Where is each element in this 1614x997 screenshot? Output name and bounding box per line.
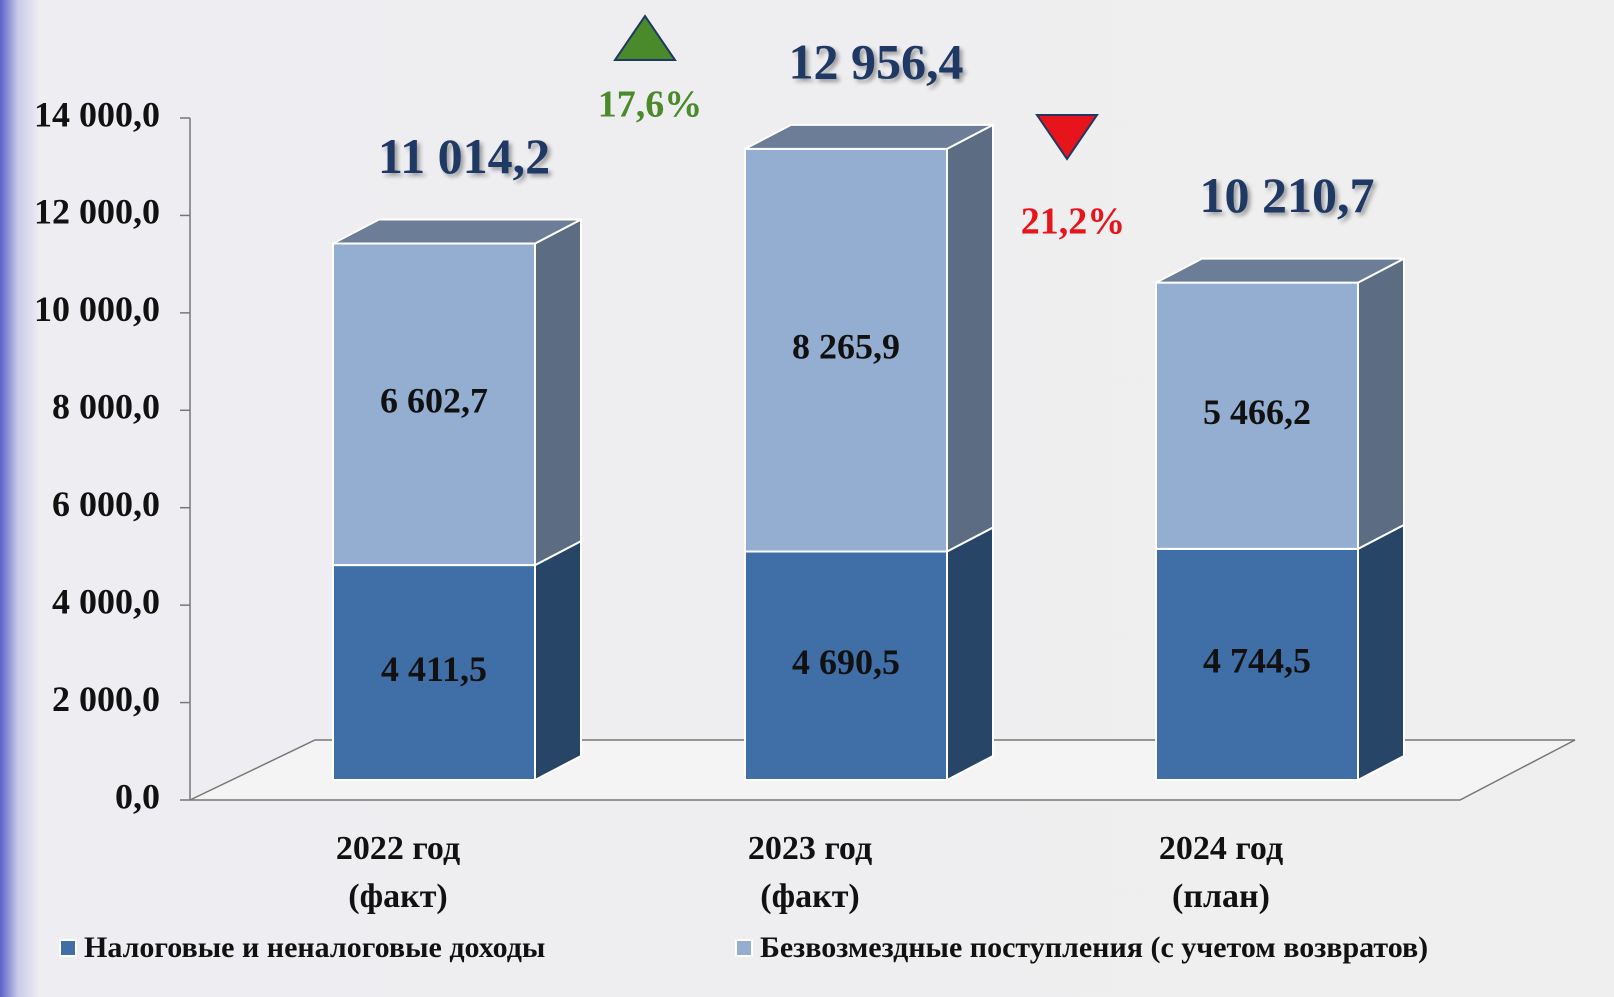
y-tick-label: 2 000,0 (52, 679, 160, 719)
y-tick-label: 0,0 (115, 776, 160, 816)
data-label: 4 744,5 (1203, 641, 1311, 681)
bar-top (1155, 257, 1405, 284)
x-tick-label: 2023 год (факт) (747, 830, 873, 915)
total-label: 12 956,4 (789, 33, 964, 89)
data-label: 4 411,5 (381, 649, 487, 689)
y-tick-label: 8 000,0 (52, 387, 160, 427)
annotation: 21,2% (1021, 201, 1126, 243)
bar-side (946, 123, 994, 554)
bar-top (332, 218, 582, 245)
bar-side (1357, 523, 1405, 782)
total-label: 11 014,2 (378, 128, 550, 184)
data-label: 5 466,2 (1203, 392, 1311, 432)
bar-top (744, 123, 994, 150)
trend-arrow (613, 14, 677, 61)
data-label: 6 602,7 (380, 381, 488, 421)
bar (332, 564, 536, 781)
y-tick-label: 14 000,0 (34, 94, 160, 134)
bar (1155, 547, 1359, 781)
trend-arrow (1035, 114, 1099, 161)
x-tick-label: 2022 год (факт) (335, 830, 461, 915)
total-label: 10 210,7 (1200, 167, 1375, 223)
bar-side (1357, 256, 1405, 551)
y-tick-label: 10 000,0 (34, 289, 160, 329)
legend-label: Безвозмездные поступления (с учетом возв… (760, 931, 1428, 964)
bar (744, 550, 948, 781)
bar (744, 147, 948, 553)
data-label: 8 265,9 (792, 326, 900, 366)
annotation: 17,6% (598, 84, 703, 126)
legend-swatch (59, 939, 77, 957)
y-tick-label: 6 000,0 (52, 484, 160, 524)
legend-swatch (735, 939, 753, 957)
bar-side (534, 539, 582, 782)
data-label: 4 690,5 (792, 642, 900, 682)
legend-label: Налоговые и неналоговые доходы (84, 931, 545, 964)
x-tick-label: 2024 год (план) (1158, 830, 1284, 915)
bar-side (534, 217, 582, 567)
bar (332, 242, 536, 567)
bar-side (946, 525, 994, 782)
y-tick-label: 4 000,0 (52, 581, 160, 621)
y-tick-label: 12 000,0 (34, 192, 160, 232)
